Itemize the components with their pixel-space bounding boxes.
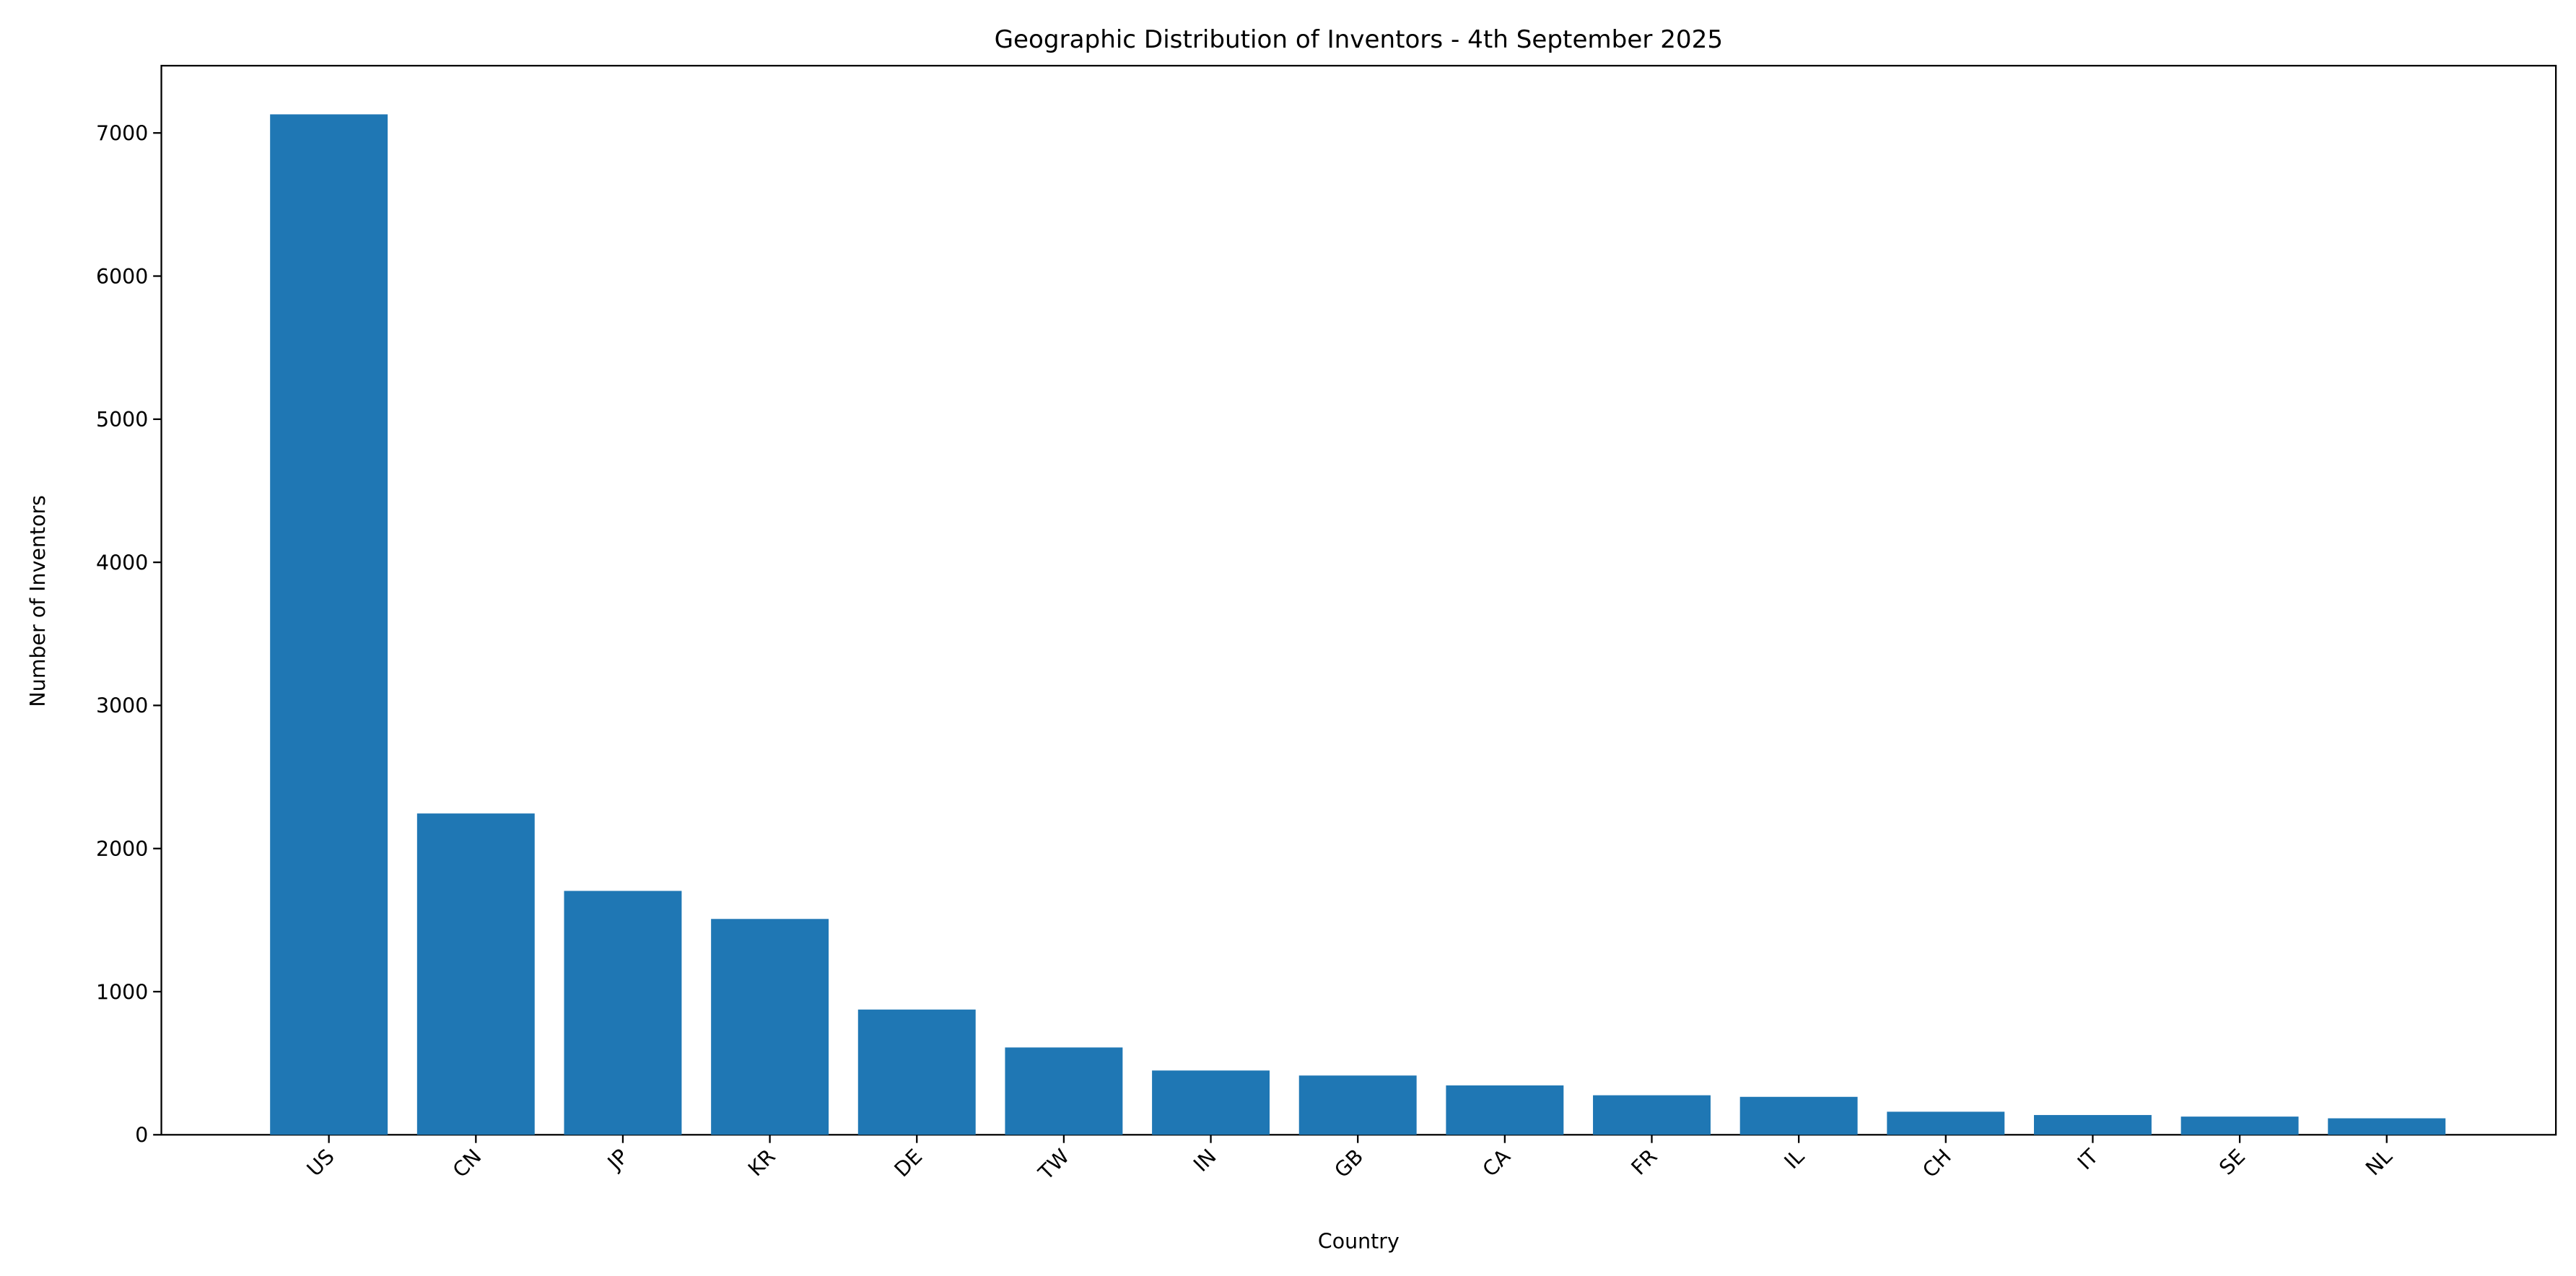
x-tick-label: DE bbox=[890, 1145, 927, 1182]
bar bbox=[2181, 1116, 2299, 1135]
bar bbox=[417, 813, 535, 1135]
x-tick-label: JP bbox=[602, 1145, 633, 1176]
x-tick-label: FR bbox=[1627, 1145, 1662, 1180]
x-tick-label: KR bbox=[743, 1145, 780, 1181]
x-axis-label: Country bbox=[1318, 1229, 1400, 1253]
page: {"chart_data": {"type": "bar", "title": … bbox=[0, 0, 2576, 1276]
y-tick-label: 1000 bbox=[96, 980, 148, 1004]
x-tick-label: US bbox=[302, 1145, 339, 1181]
bar bbox=[2328, 1119, 2445, 1135]
bar bbox=[1152, 1070, 1270, 1135]
bar bbox=[711, 919, 829, 1135]
bar bbox=[1887, 1111, 2004, 1135]
y-tick-label: 4000 bbox=[96, 551, 148, 574]
bar bbox=[858, 1010, 976, 1135]
y-tick-label: 6000 bbox=[96, 265, 148, 289]
x-tick-label: CH bbox=[1918, 1145, 1956, 1183]
y-tick-label: 3000 bbox=[96, 694, 148, 718]
bar bbox=[1740, 1097, 1858, 1135]
x-tick-label: IL bbox=[1780, 1145, 1809, 1174]
bar bbox=[1593, 1096, 1711, 1135]
chart: Geographic Distribution of Inventors - 4… bbox=[0, 0, 2576, 1276]
y-tick-label: 7000 bbox=[96, 121, 148, 145]
bar bbox=[2034, 1115, 2152, 1135]
bar bbox=[270, 114, 388, 1135]
x-tick-label: TW bbox=[1034, 1145, 1074, 1185]
y-tick-label: 0 bbox=[135, 1124, 148, 1148]
bar bbox=[564, 891, 681, 1135]
bar bbox=[1299, 1075, 1417, 1135]
y-tick-label: 5000 bbox=[96, 408, 148, 432]
x-tick-label: NL bbox=[2361, 1145, 2397, 1181]
chart-title: Geographic Distribution of Inventors - 4… bbox=[995, 25, 1723, 54]
x-tick-label: CA bbox=[1478, 1144, 1516, 1181]
x-tick-label: GB bbox=[1330, 1145, 1368, 1183]
x-tick-label: CN bbox=[448, 1145, 486, 1182]
y-tick-label: 2000 bbox=[96, 837, 148, 861]
x-tick-label: IT bbox=[2073, 1144, 2103, 1174]
bar bbox=[1446, 1085, 1563, 1135]
y-axis-label: Number of Inventors bbox=[26, 495, 50, 707]
bar bbox=[1005, 1047, 1122, 1135]
x-tick-label: SE bbox=[2214, 1145, 2250, 1180]
x-tick-label: IN bbox=[1189, 1145, 1221, 1176]
